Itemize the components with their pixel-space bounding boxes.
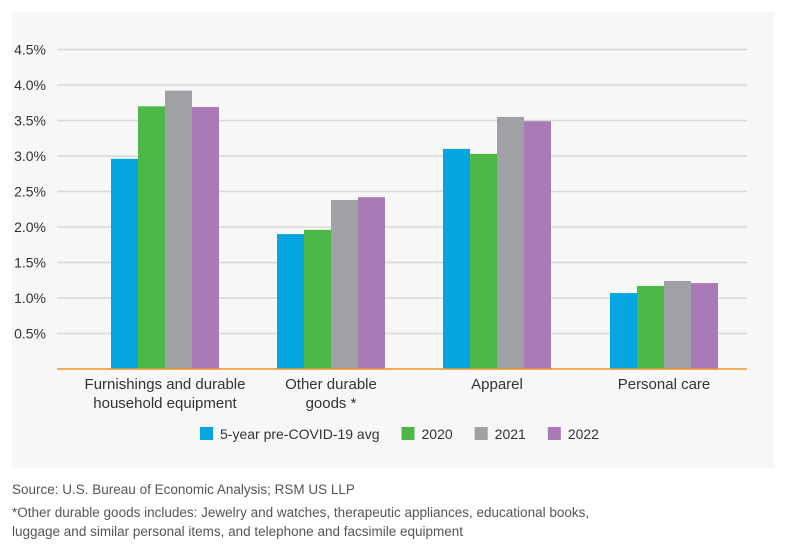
legend-label: 2021 bbox=[495, 426, 526, 442]
legend-swatch bbox=[200, 427, 213, 440]
bar bbox=[610, 293, 637, 369]
legend-swatch bbox=[401, 427, 415, 440]
bar bbox=[497, 116, 524, 369]
x-tick-label: Apparel bbox=[471, 376, 523, 393]
y-tick-label: 4.5% bbox=[14, 42, 46, 58]
footnote-line: *Other durable goods includes: Jewelry a… bbox=[12, 505, 590, 520]
bar bbox=[664, 280, 691, 369]
bar bbox=[111, 158, 138, 369]
y-tick-label: 3.0% bbox=[14, 148, 46, 164]
legend-label: 2022 bbox=[568, 426, 599, 442]
footnote-line: luggage and similar personal items, and … bbox=[12, 524, 464, 539]
footnote: *Other durable goods includes: Jewelry a… bbox=[12, 503, 589, 541]
bar bbox=[470, 153, 497, 369]
bar bbox=[304, 229, 331, 369]
y-tick-label: 2.5% bbox=[14, 184, 46, 200]
bar bbox=[691, 283, 718, 369]
x-tick-label: household equipment bbox=[93, 395, 237, 412]
bar bbox=[524, 121, 551, 370]
bar bbox=[165, 90, 192, 370]
y-tick-label: 0.5% bbox=[14, 326, 46, 342]
bar bbox=[277, 234, 304, 369]
legend-label: 2020 bbox=[422, 426, 453, 442]
y-tick-label: 2.0% bbox=[14, 219, 46, 235]
bar bbox=[637, 285, 664, 369]
bar-chart: 0.5% 1.0% 1.5% 2.0% 2.5% 3.0% 3.5% 4.0% 4.5% Furn… bbox=[14, 42, 747, 442]
legend-label: 5-year pre-COVID-19 avg bbox=[220, 426, 380, 442]
bar bbox=[443, 148, 470, 369]
bar bbox=[192, 107, 219, 369]
source-note: Source: U.S. Bureau of Economic Analysis… bbox=[12, 482, 355, 497]
y-tick-label: 1.0% bbox=[14, 290, 46, 306]
x-tick-label: Furnishings and durable bbox=[85, 376, 246, 393]
y-tick-label: 1.5% bbox=[14, 255, 46, 271]
x-tick-label: goods * bbox=[306, 395, 357, 412]
bar bbox=[358, 197, 385, 369]
y-tick-label: 4.0% bbox=[14, 77, 46, 93]
x-tick-label: Other durable bbox=[285, 376, 377, 393]
y-tick-label: 3.5% bbox=[14, 113, 46, 129]
bar bbox=[331, 200, 358, 369]
x-tick-label: Personal care bbox=[618, 376, 711, 393]
legend-swatch bbox=[547, 427, 561, 440]
legend-swatch bbox=[474, 427, 488, 440]
bar bbox=[138, 106, 165, 370]
